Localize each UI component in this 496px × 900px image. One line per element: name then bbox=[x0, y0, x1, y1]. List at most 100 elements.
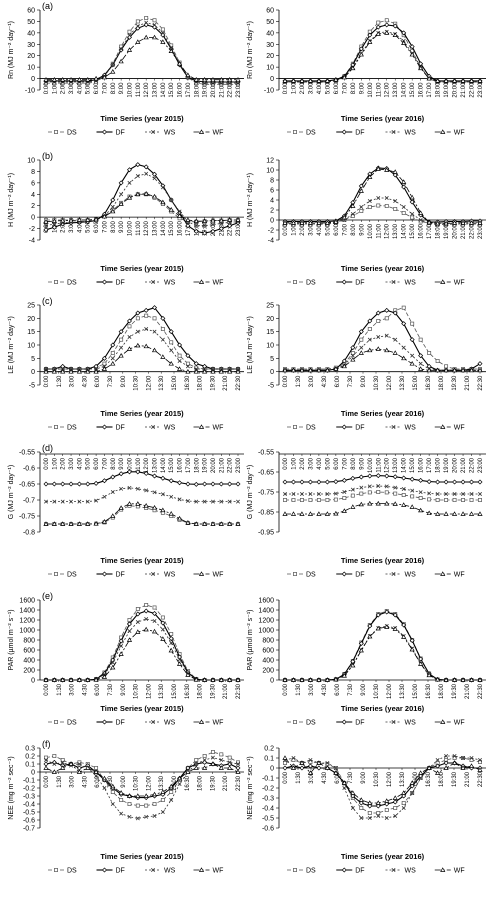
data-point-ds bbox=[342, 496, 347, 500]
data-point-wf bbox=[218, 77, 224, 82]
data-point-df bbox=[392, 310, 398, 316]
data-point-wf bbox=[341, 363, 347, 369]
x-tick-label: 21:00 bbox=[461, 457, 467, 473]
x-axis-label: Time Series (year 2016) bbox=[341, 409, 425, 418]
data-point-ws bbox=[452, 492, 457, 496]
data-point-ws bbox=[308, 492, 313, 496]
legend-label-ds: DS bbox=[67, 280, 77, 287]
y-tick-label: 60 bbox=[27, 8, 35, 15]
x-tick-label: 14:00 bbox=[402, 82, 408, 98]
legend: DS DF WS WF bbox=[48, 719, 223, 727]
legend-label-wf: WF bbox=[213, 572, 224, 579]
legend-label-ws: WS bbox=[164, 868, 176, 875]
x-tick-label: 10:30 bbox=[134, 375, 140, 391]
data-point-ws bbox=[350, 806, 355, 810]
data-point-wf bbox=[324, 367, 330, 373]
y-tick-label: 4 bbox=[31, 192, 35, 199]
data-point-wf bbox=[316, 78, 322, 83]
legend-marker-ws bbox=[391, 868, 396, 872]
data-point-wf bbox=[409, 780, 415, 785]
x-tick-label: 4:30 bbox=[322, 375, 328, 387]
x-tick-label: 6:00 bbox=[334, 82, 340, 94]
data-point-wf bbox=[135, 793, 141, 798]
data-point-df bbox=[177, 480, 183, 486]
data-point-ws bbox=[169, 348, 174, 353]
legend-marker-df bbox=[341, 129, 347, 135]
data-point-ws bbox=[119, 644, 124, 648]
x-tick-label: 15:00 bbox=[169, 82, 175, 98]
data-point-ds bbox=[435, 498, 440, 502]
x-axis-label: Time Series (year 2015) bbox=[100, 852, 184, 861]
x-tick-label: 11:00 bbox=[376, 457, 382, 472]
data-point-wf bbox=[168, 647, 174, 653]
data-point-wf bbox=[202, 218, 208, 223]
legend-label-ws: WS bbox=[405, 720, 417, 727]
legend-label-ds: DS bbox=[306, 425, 316, 432]
data-point-wf bbox=[60, 217, 66, 223]
legend: DS DF WS WF bbox=[287, 424, 465, 432]
data-point-wf bbox=[68, 77, 74, 82]
data-point-ws bbox=[202, 499, 207, 504]
data-point-df bbox=[477, 479, 483, 485]
x-tick-label: 0:00 bbox=[44, 82, 50, 94]
data-point-ws bbox=[444, 492, 449, 496]
data-point-ws bbox=[102, 786, 107, 790]
data-point-wf bbox=[160, 199, 166, 205]
series-line-ws bbox=[285, 197, 480, 225]
legend-marker-ds bbox=[293, 720, 297, 724]
data-point-wf bbox=[68, 521, 74, 526]
x-tick-label: 21:00 bbox=[219, 457, 225, 473]
data-point-ds bbox=[367, 490, 372, 495]
legend-label-df: DF bbox=[116, 868, 125, 875]
data-point-wf bbox=[68, 677, 74, 682]
legend-marker-df bbox=[102, 571, 107, 577]
data-point-df bbox=[110, 342, 116, 348]
data-point-ws bbox=[367, 199, 372, 203]
series-line-ds bbox=[46, 193, 238, 223]
data-point-df bbox=[101, 355, 107, 361]
data-point-wf bbox=[418, 65, 424, 71]
data-point-ws bbox=[393, 814, 398, 818]
data-point-df bbox=[168, 478, 174, 484]
x-tick-label: 12:00 bbox=[146, 375, 152, 391]
legend-label-ws: WS bbox=[405, 280, 417, 287]
data-point-ds bbox=[444, 364, 449, 369]
x-tick-label: 2:00 bbox=[61, 220, 67, 232]
series-line-ds bbox=[285, 19, 480, 83]
data-point-ws bbox=[177, 359, 182, 363]
data-point-ds bbox=[401, 493, 406, 497]
data-point-wf bbox=[43, 765, 49, 770]
legend-label-wf: WF bbox=[213, 868, 224, 875]
data-point-wf bbox=[235, 521, 241, 526]
data-point-wf bbox=[218, 217, 224, 223]
y-tick-label: 200 bbox=[262, 668, 274, 675]
x-tick-label: 1:00 bbox=[52, 457, 58, 469]
data-point-wf bbox=[110, 664, 116, 670]
x-tick-label: 3:00 bbox=[309, 771, 315, 783]
data-point-wf bbox=[468, 763, 475, 768]
y-tick-label: -0.6 bbox=[262, 826, 274, 833]
data-point-ds bbox=[410, 321, 415, 326]
data-point-wf bbox=[126, 346, 133, 351]
data-point-ws bbox=[135, 329, 140, 334]
data-point-df bbox=[358, 329, 364, 335]
data-point-ds bbox=[384, 18, 389, 23]
data-point-df bbox=[418, 656, 424, 662]
panel-7: -0.8 -0.75 -0.7 -0.65 -0.6 -0.55 0:00 1:00 2:00 3… bbox=[8, 443, 244, 579]
x-tick-label: 21:00 bbox=[219, 82, 225, 98]
legend-label-wf: WF bbox=[213, 130, 224, 137]
data-point-ds bbox=[350, 351, 355, 355]
data-point-wf bbox=[333, 219, 339, 224]
data-point-ds bbox=[194, 758, 199, 762]
data-point-ds bbox=[283, 498, 287, 502]
legend-marker-df bbox=[341, 719, 347, 725]
x-tick-label: 1:30 bbox=[296, 683, 302, 695]
data-point-wf bbox=[426, 367, 432, 373]
data-point-wf bbox=[350, 790, 356, 795]
data-point-ds bbox=[384, 808, 389, 812]
data-point-wf bbox=[185, 672, 191, 677]
data-point-ws bbox=[185, 498, 190, 503]
x-tick-label: 15:00 bbox=[413, 375, 419, 391]
data-point-ws bbox=[119, 46, 124, 51]
data-point-wf bbox=[43, 521, 49, 526]
